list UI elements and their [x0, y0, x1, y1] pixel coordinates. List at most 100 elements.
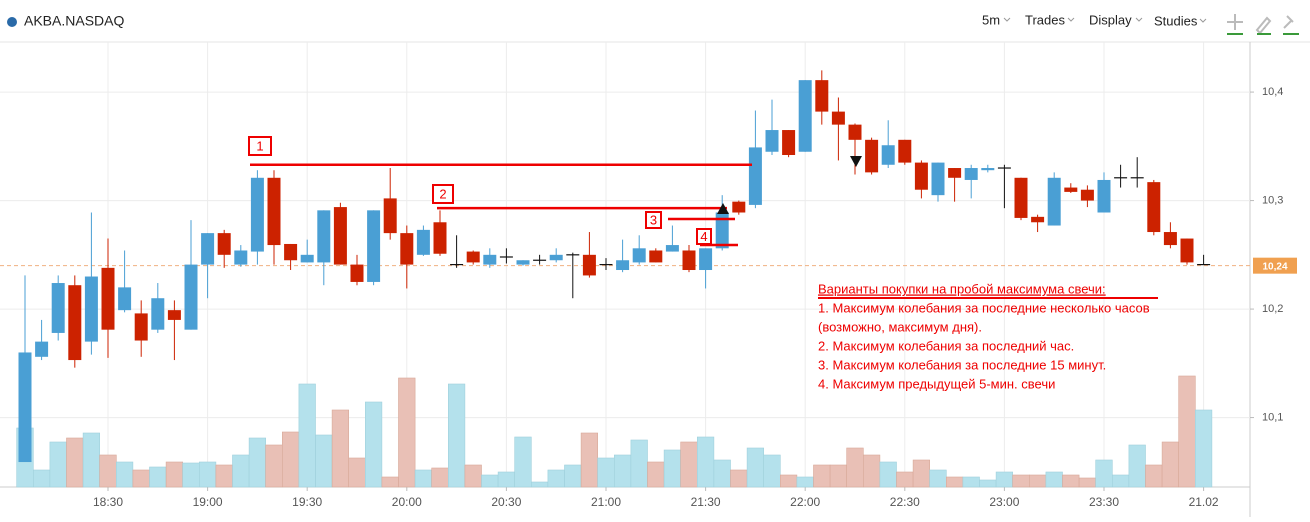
notes-line: 1. Максимум колебания за последние неско…	[818, 300, 1150, 315]
symbol: AKBA.NASDAQ	[24, 13, 124, 29]
volume-bar	[232, 454, 250, 488]
candle-body	[51, 283, 65, 333]
menu-item[interactable]: Studies	[1154, 13, 1198, 28]
x-tick-label: 21.02	[1189, 495, 1219, 509]
x-tick-label: 22:00	[790, 495, 820, 509]
volume-bar	[514, 436, 532, 488]
volume-bar	[1195, 409, 1213, 488]
candle-body	[1147, 182, 1161, 233]
x-tick-label: 20:30	[491, 495, 521, 509]
volume-bar	[912, 459, 930, 488]
menu-item[interactable]: Trades	[1025, 12, 1065, 27]
volume-bar	[248, 437, 267, 488]
x-tick-label: 19:00	[193, 495, 223, 509]
volume-bar	[32, 469, 51, 488]
volume-bar	[547, 469, 565, 488]
volume-bar	[381, 476, 399, 488]
annotation-label: 3	[650, 212, 657, 227]
candle-body	[18, 352, 32, 463]
volume-bar	[1161, 441, 1179, 488]
candle-body	[765, 130, 779, 152]
volume-bar	[116, 461, 134, 488]
volume-bar	[265, 444, 283, 488]
volume-bar	[630, 439, 648, 488]
candle-body	[433, 222, 447, 254]
volume-bar	[348, 457, 366, 488]
volume-bar	[481, 474, 499, 488]
volume-bar	[879, 461, 897, 488]
candle-body	[300, 254, 314, 263]
candle-body	[848, 124, 862, 140]
x-tick-label: 19:30	[292, 495, 322, 509]
candle-body	[549, 254, 563, 261]
volume-bar	[663, 449, 681, 488]
volume-bar	[530, 481, 549, 488]
candle-body	[267, 177, 281, 246]
candle-body	[184, 264, 198, 330]
volume-bar	[99, 454, 117, 488]
y-tick-label: 10,1	[1262, 411, 1283, 423]
candle-body	[616, 260, 630, 271]
volume-bar	[680, 441, 698, 488]
toolbar-icons[interactable]	[1227, 14, 1294, 35]
volume-bar	[1078, 477, 1096, 488]
volume-bar	[464, 464, 482, 488]
volume-bar	[597, 457, 615, 488]
volume-bar	[165, 461, 184, 488]
candle-body	[284, 243, 298, 261]
candle-body	[118, 287, 132, 311]
arrow-down	[850, 156, 862, 167]
volume-bar	[199, 461, 217, 488]
x-tick-label: 21:30	[691, 495, 721, 509]
candle-body	[914, 162, 928, 190]
volume-bar	[779, 474, 798, 488]
volume-bar	[846, 447, 864, 488]
x-tick-label: 22:30	[890, 495, 920, 509]
candle-body	[317, 210, 331, 263]
volume-bar	[315, 434, 333, 488]
candle-body	[831, 111, 845, 125]
notes-line: 2. Максимум колебания за последний час.	[818, 338, 1074, 353]
annotation-label: 4	[700, 229, 707, 244]
notes-line: 4. Максимум предыдущей 5-мин. свечи	[818, 376, 1055, 391]
candle-body	[715, 212, 729, 249]
candle-body	[350, 264, 364, 282]
last-price-tag	[1253, 257, 1297, 274]
annotation-layer: 1 2 3 4	[248, 136, 752, 247]
candle-body	[582, 254, 596, 276]
candle-body	[217, 233, 231, 255]
x-tick-label: 21:00	[591, 495, 621, 509]
candle-body	[632, 248, 646, 263]
volume-bar	[696, 436, 715, 488]
volume-bar	[132, 469, 150, 488]
volume-bar	[1029, 474, 1047, 488]
candle-body	[416, 229, 430, 255]
candle-body	[732, 201, 746, 213]
volume-bar	[580, 432, 598, 488]
volume-bar	[298, 383, 316, 488]
candle-body	[865, 139, 879, 173]
last-price-label: 10,24	[1262, 261, 1287, 272]
volume-bar	[1012, 474, 1030, 488]
candle-body	[151, 298, 165, 330]
volume-bar	[1045, 471, 1063, 488]
symbol-dot	[7, 17, 17, 27]
candle-body	[201, 233, 215, 265]
candle-body	[931, 162, 945, 196]
candle-body	[798, 80, 812, 152]
candle-body	[981, 168, 995, 171]
candle-body	[383, 198, 397, 234]
annotation-box	[432, 184, 454, 204]
candle-body	[1180, 238, 1194, 263]
menu-item[interactable]: Display	[1089, 12, 1132, 27]
menu-item[interactable]: 5m	[982, 12, 1000, 27]
volume-bar	[862, 454, 881, 488]
candle-body	[35, 341, 49, 357]
x-tick-label: 18:30	[93, 495, 123, 509]
x-tick-label: 23:30	[1089, 495, 1119, 509]
candle-body	[1097, 179, 1111, 213]
volume-bar	[730, 469, 748, 488]
candle-body	[665, 245, 679, 252]
volume-bar	[564, 464, 582, 488]
